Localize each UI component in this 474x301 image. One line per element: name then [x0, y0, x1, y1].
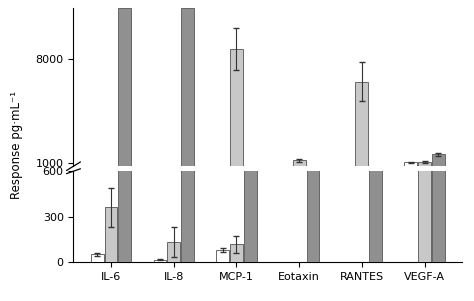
Bar [418, 156, 431, 262]
Bar [293, 160, 306, 178]
Bar [167, 242, 180, 262]
Bar [105, 207, 118, 262]
Bar [404, 163, 417, 178]
Bar [356, 82, 368, 178]
Bar [118, 156, 131, 262]
Bar [230, 244, 243, 262]
Bar [118, 8, 131, 178]
Bar [181, 156, 194, 262]
Bar [432, 156, 445, 262]
Bar [244, 156, 256, 262]
Bar [216, 250, 229, 262]
Bar [418, 162, 431, 178]
Bar [181, 8, 194, 178]
Text: Response pg·mL⁻¹: Response pg·mL⁻¹ [10, 90, 23, 199]
Bar [154, 259, 166, 262]
Bar [230, 49, 243, 178]
Bar [307, 156, 319, 262]
Bar [432, 154, 445, 178]
Bar [369, 156, 382, 262]
Bar [91, 254, 104, 262]
